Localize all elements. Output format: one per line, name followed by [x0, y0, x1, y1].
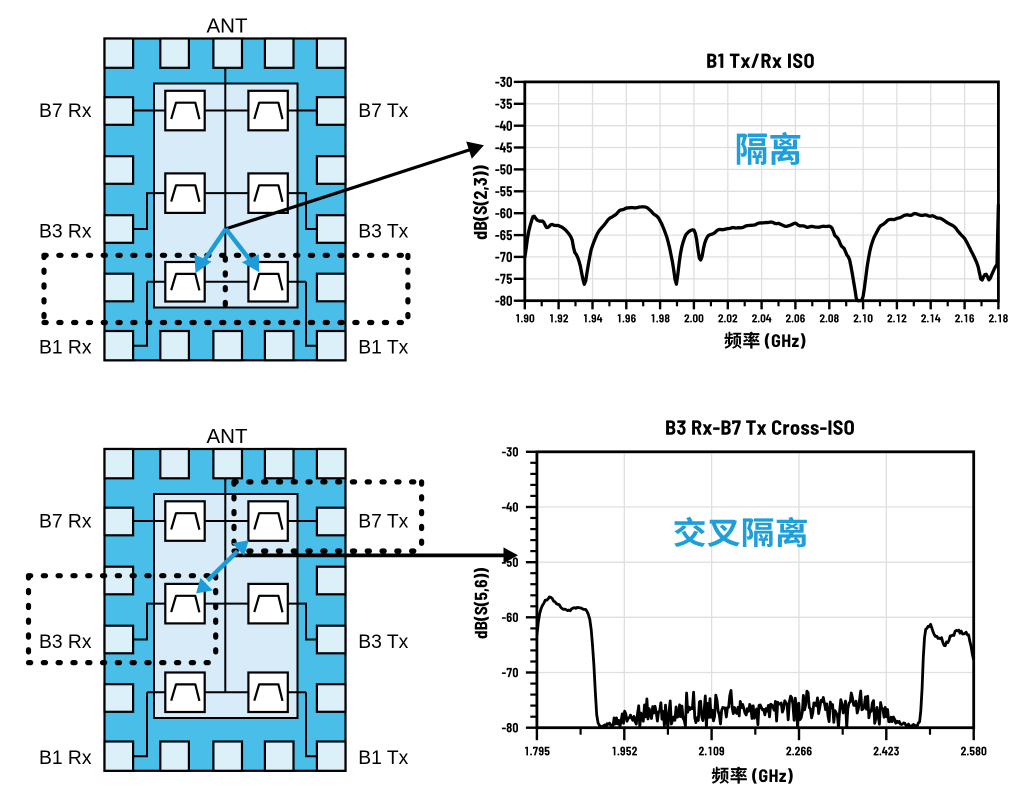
svg-text:B7 Rx: B7 Rx — [39, 512, 92, 533]
svg-text:B3 Rx: B3 Rx — [39, 632, 92, 653]
svg-text:B7 Rx: B7 Rx — [39, 101, 92, 122]
svg-text:B1 Tx: B1 Tx — [358, 748, 408, 769]
svg-text:ANT: ANT — [207, 14, 248, 37]
svg-text:B1 Rx: B1 Rx — [39, 338, 92, 359]
svg-text:B3 Tx: B3 Tx — [358, 222, 408, 243]
svg-text:B7 Tx: B7 Tx — [358, 512, 408, 533]
svg-text:B3 Tx: B3 Tx — [358, 632, 408, 653]
svg-text:B3 Rx: B3 Rx — [39, 222, 92, 243]
svg-text:B1 Tx: B1 Tx — [358, 338, 408, 359]
svg-text:B1 Rx: B1 Rx — [39, 748, 92, 769]
svg-text:B7 Tx: B7 Tx — [358, 101, 408, 122]
svg-text:ANT: ANT — [207, 425, 248, 448]
